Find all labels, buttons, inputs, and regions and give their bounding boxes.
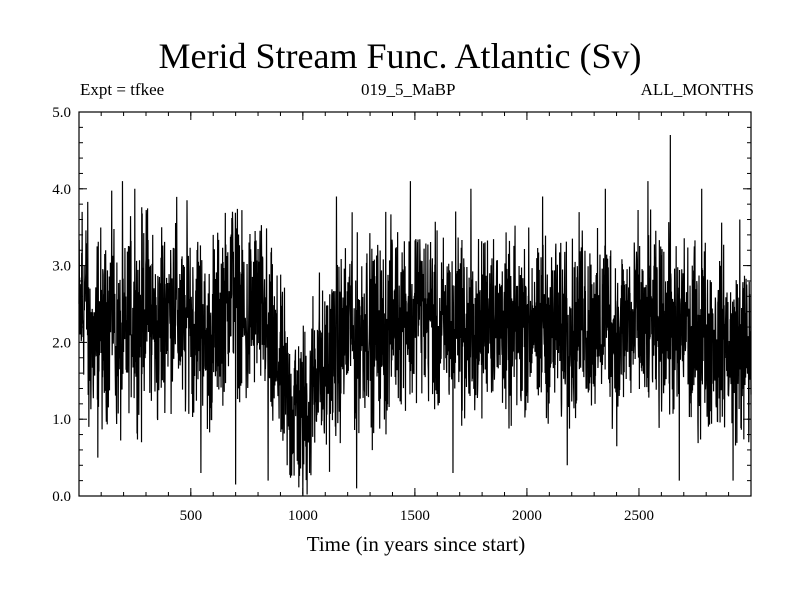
y-tick-label: 5.0 bbox=[52, 105, 71, 121]
y-tick-label: 4.0 bbox=[52, 182, 71, 198]
period-label: ALL_MONTHS bbox=[640, 80, 754, 99]
series-line bbox=[78, 135, 752, 495]
experiment-label: Expt = tfkee bbox=[80, 80, 165, 99]
y-tick-label: 1.0 bbox=[52, 412, 71, 428]
x-tick-label: 500 bbox=[180, 508, 203, 524]
x-axis-label: Time (in years since start) bbox=[307, 532, 526, 556]
x-tick-label: 2500 bbox=[624, 508, 654, 524]
y-tick-label: 0.0 bbox=[52, 489, 71, 505]
x-tick-label: 2000 bbox=[512, 508, 542, 524]
y-tick-label: 3.0 bbox=[52, 259, 71, 275]
y-tick-label: 2.0 bbox=[52, 335, 71, 351]
run-label: 019_5_MaBP bbox=[361, 80, 456, 99]
x-tick-label: 1000 bbox=[288, 508, 318, 524]
x-tick-label: 1500 bbox=[400, 508, 430, 524]
chart-title: Merid Stream Func. Atlantic (Sv) bbox=[158, 36, 642, 76]
ticks-layer: 0.0 1.0 2.0 3.0 4.0 5.0 500 1000 1500 2000 2500 bbox=[52, 105, 751, 524]
series-layer bbox=[78, 135, 752, 495]
